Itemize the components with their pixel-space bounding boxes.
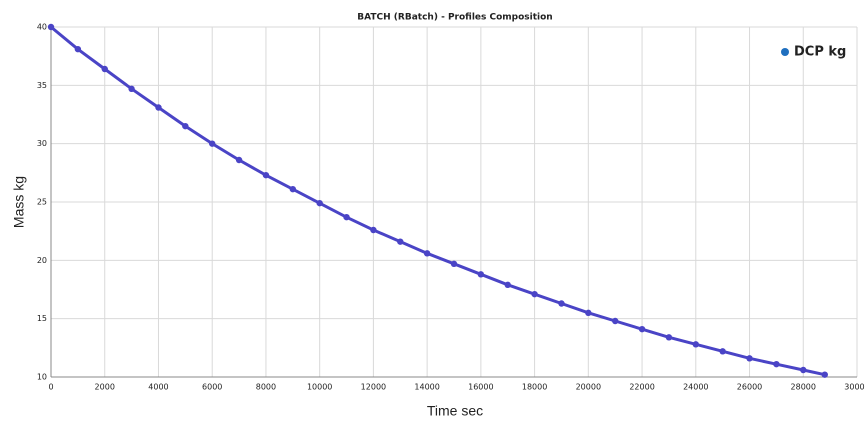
data-point bbox=[397, 238, 404, 245]
y-tick-label: 15 bbox=[37, 314, 47, 323]
data-point bbox=[821, 371, 828, 378]
y-tick-label: 40 bbox=[37, 23, 47, 32]
y-tick-label: 30 bbox=[37, 139, 47, 148]
x-tick-label: 4000 bbox=[148, 383, 168, 392]
data-point bbox=[262, 171, 270, 179]
x-tick-label: 30000 bbox=[844, 383, 865, 392]
data-point bbox=[585, 309, 592, 317]
x-tick-label: 22000 bbox=[629, 383, 654, 392]
x-tick-label: 24000 bbox=[683, 383, 708, 392]
x-tick-label: 16000 bbox=[468, 383, 493, 392]
chart-title: BATCH (RBatch) - Profiles Composition bbox=[357, 13, 552, 23]
data-point bbox=[343, 213, 350, 221]
data-point bbox=[504, 281, 511, 289]
legend-marker bbox=[781, 48, 789, 56]
data-point bbox=[74, 45, 82, 53]
data-point bbox=[612, 317, 619, 325]
data-point bbox=[558, 300, 565, 307]
data-point bbox=[665, 334, 673, 341]
data-point bbox=[531, 290, 538, 298]
x-axis-label: Time sec bbox=[427, 403, 483, 419]
y-tick-label: 20 bbox=[37, 256, 47, 265]
data-point bbox=[47, 23, 55, 31]
data-point bbox=[209, 140, 216, 147]
x-tick-label: 6000 bbox=[202, 383, 222, 392]
legend-label: DCP kg bbox=[794, 45, 846, 60]
x-tick-label: 12000 bbox=[361, 383, 386, 392]
data-line bbox=[50, 25, 826, 377]
y-tick-label: 35 bbox=[37, 81, 47, 90]
x-tick-label: 2000 bbox=[95, 383, 115, 392]
data-point bbox=[719, 348, 726, 355]
data-point bbox=[800, 366, 807, 374]
data-point bbox=[638, 325, 646, 333]
y-axis-label: Mass kg bbox=[11, 176, 27, 228]
data-point bbox=[773, 360, 780, 368]
data-point bbox=[423, 250, 431, 257]
data-point bbox=[289, 185, 296, 193]
x-tick-label: 8000 bbox=[256, 383, 276, 392]
data-point bbox=[477, 271, 485, 278]
data-point bbox=[128, 85, 135, 93]
x-tick-label: 20000 bbox=[576, 383, 601, 392]
x-tick-label: 28000 bbox=[791, 383, 816, 392]
y-tick-label: 25 bbox=[37, 198, 47, 207]
y-tick-label: 10 bbox=[37, 373, 47, 382]
data-point bbox=[155, 104, 162, 111]
data-point bbox=[692, 341, 699, 348]
data-point bbox=[182, 122, 189, 130]
x-tick-label: 18000 bbox=[522, 383, 547, 392]
data-point bbox=[746, 355, 753, 362]
data-point bbox=[101, 65, 108, 73]
data-point bbox=[450, 260, 458, 268]
x-tick-label: 10000 bbox=[307, 383, 332, 392]
x-tick-label: 0 bbox=[48, 383, 53, 392]
data-point bbox=[370, 226, 377, 234]
x-tick-label: 26000 bbox=[737, 383, 762, 392]
x-tick-label: 14000 bbox=[414, 383, 439, 392]
data-point bbox=[316, 199, 323, 207]
data-point bbox=[235, 156, 243, 164]
